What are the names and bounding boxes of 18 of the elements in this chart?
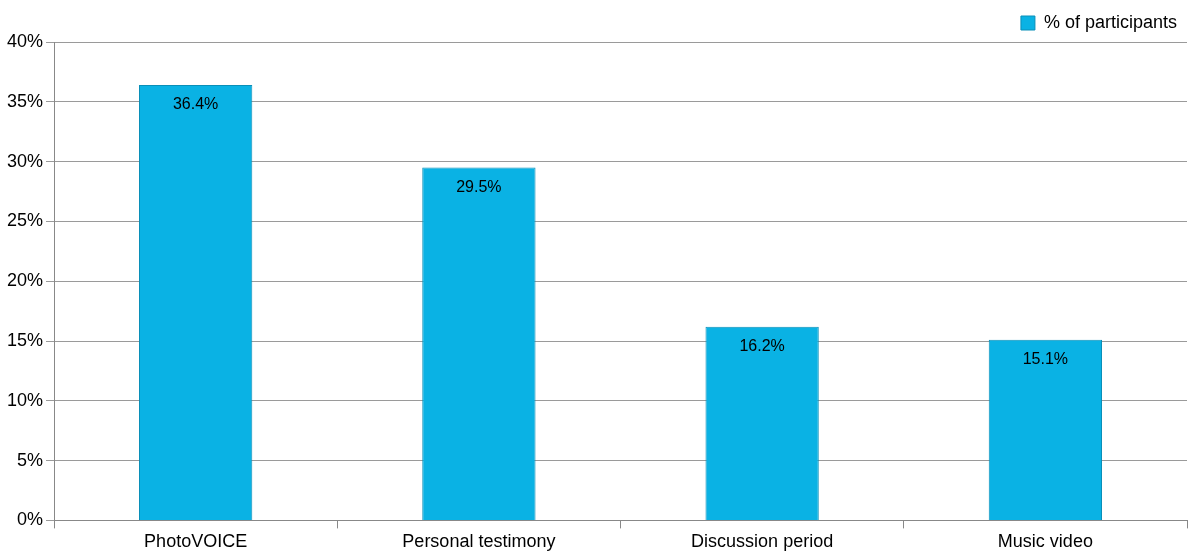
y-tick-label: 35% (7, 90, 44, 111)
y-tick-label: 15% (7, 329, 44, 350)
y-tick-label: 20% (7, 270, 44, 291)
y-tick-label: 10% (7, 389, 44, 410)
y-tick-label: 5% (17, 449, 44, 470)
data-label: 29.5% (456, 177, 502, 195)
data-label: 16.2% (739, 337, 785, 355)
y-tick-label: 30% (7, 150, 44, 171)
x-tick-label: Music video (997, 531, 1093, 552)
data-label: 15.1% (1022, 350, 1069, 368)
x-tick-label: Discussion period (691, 531, 834, 552)
y-tick-label: 0% (17, 509, 44, 530)
x-tick-label: Personal testimony (402, 531, 556, 552)
y-tick-label: 40% (7, 30, 44, 51)
legend-label: % of participants (1043, 11, 1178, 32)
data-label: 36.4% (172, 95, 219, 113)
y-tick-label: 25% (7, 210, 44, 231)
x-tick-label: PhotoVOICE (144, 531, 248, 552)
